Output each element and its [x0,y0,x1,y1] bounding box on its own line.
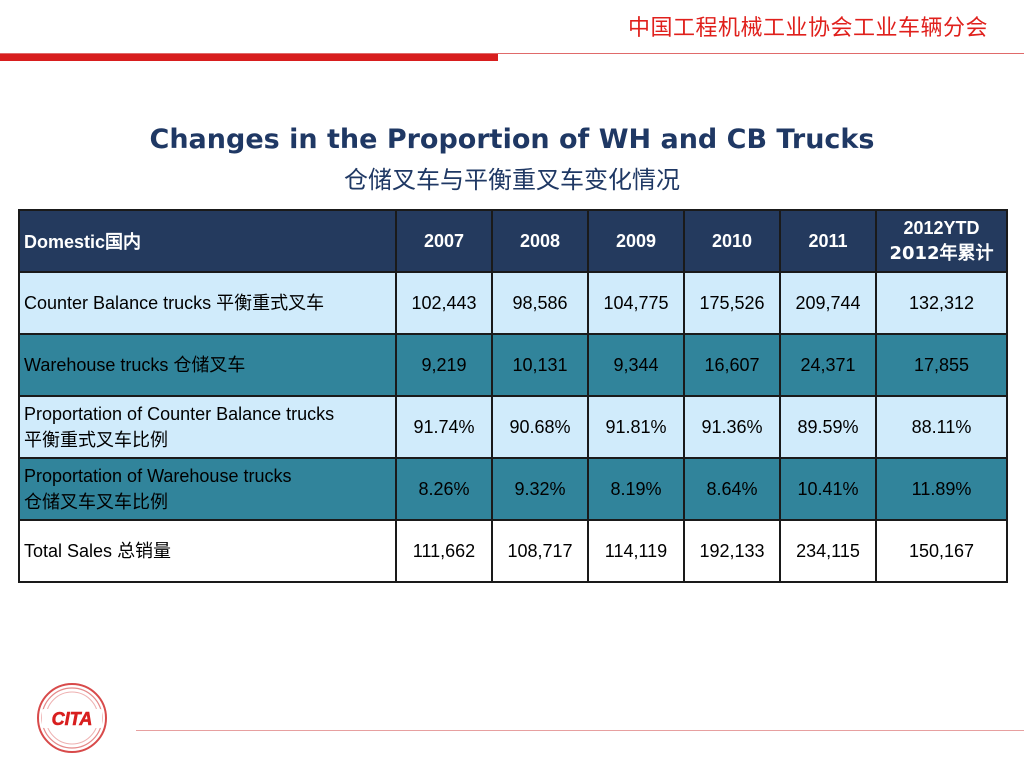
row-label: Proportation of Counter Balance trucks 平衡… [18,395,397,459]
table-row: Warehouse trucks 仓储叉车 9,219 10,131 9,344… [18,333,1008,397]
table-cell: 209,744 [779,271,877,335]
row-label-en: Counter Balance trucks [24,292,217,313]
row-label: Total Sales 总销量 [18,519,397,583]
header-year: 2011 [779,209,877,273]
table-row: Total Sales 总销量 111,662 108,717 114,119 … [18,519,1008,583]
table-cell: 9.32% [491,457,589,521]
table-cell: 192,133 [683,519,781,583]
table-cell: 17,855 [875,333,1008,397]
row-label: Warehouse trucks 仓储叉车 [18,333,397,397]
title-english: Changes in the Proportion of WH and CB T… [149,124,875,155]
row-label-en: Total Sales [24,540,118,561]
table-cell: 91.36% [683,395,781,459]
organization-name: 中国工程机械工业协会工业车辆分会 [627,16,988,41]
sales-table: Domestic国内 2007 2008 2009 2010 2011 2012… [18,209,1008,583]
header-year: 2007 [395,209,493,273]
header-ytd-line1: 2012YTD [903,218,980,238]
table-cell: 91.74% [395,395,493,459]
table-cell: 9,344 [587,333,685,397]
row-label-zh: 平衡重式叉车 [216,292,325,314]
table-row: Proportation of Warehouse trucks 仓储叉车叉车比例… [18,457,1008,521]
cita-logo-icon: CITA [37,683,107,753]
header-year: 2010 [683,209,781,273]
table-row: Proportation of Counter Balance trucks 平衡… [18,395,1008,459]
table-cell: 98,586 [491,271,589,335]
table-cell: 24,371 [779,333,877,397]
table-cell: 102,443 [395,271,493,335]
table-cell: 108,717 [491,519,589,583]
header-divider [0,53,1024,54]
table-cell: 8.26% [395,457,493,521]
logo-text: CITA [52,709,93,729]
table-cell: 16,607 [683,333,781,397]
table-cell: 111,662 [395,519,493,583]
title-chinese: 仓储叉车与平衡重叉车变化情况 [344,166,680,194]
table-cell: 10.41% [779,457,877,521]
row-label-en: Proportation of Warehouse trucks [24,465,292,486]
table-cell: 9,219 [395,333,493,397]
header-year: 2009 [587,209,685,273]
row-label: Counter Balance trucks 平衡重式叉车 [18,271,397,335]
header-ytd-line2: 2012年累计 [889,243,994,264]
header-ytd: 2012YTD 2012年累计 [875,209,1008,273]
table-cell: 89.59% [779,395,877,459]
footer-divider [136,730,1024,731]
table-cell: 88.11% [875,395,1008,459]
table-header-row: Domestic国内 2007 2008 2009 2010 2011 2012… [18,209,1008,273]
table-cell: 11.89% [875,457,1008,521]
table-cell: 132,312 [875,271,1008,335]
table-cell: 90.68% [491,395,589,459]
row-label-zh: 总销量 [117,540,172,562]
table-cell: 104,775 [587,271,685,335]
header-year: 2008 [491,209,589,273]
table-cell: 10,131 [491,333,589,397]
row-label-zh: 仓储叉车叉车比例 [24,491,168,513]
row-label-zh: 仓储叉车 [173,354,246,376]
header-accent-bar [0,54,498,61]
table-cell: 234,115 [779,519,877,583]
row-label-zh: 平衡重式叉车比例 [24,429,168,451]
table-cell: 8.64% [683,457,781,521]
table-cell: 91.81% [587,395,685,459]
header-domestic: Domestic国内 [18,209,397,273]
row-label-en: Proportation of Counter Balance trucks [24,403,335,424]
row-label-en: Warehouse trucks [24,354,174,375]
table-row: Counter Balance trucks 平衡重式叉车 102,443 98… [18,271,1008,335]
table-cell: 175,526 [683,271,781,335]
table-cell: 114,119 [587,519,685,583]
table-cell: 8.19% [587,457,685,521]
table-cell: 150,167 [875,519,1008,583]
row-label: Proportation of Warehouse trucks 仓储叉车叉车比例 [18,457,397,521]
